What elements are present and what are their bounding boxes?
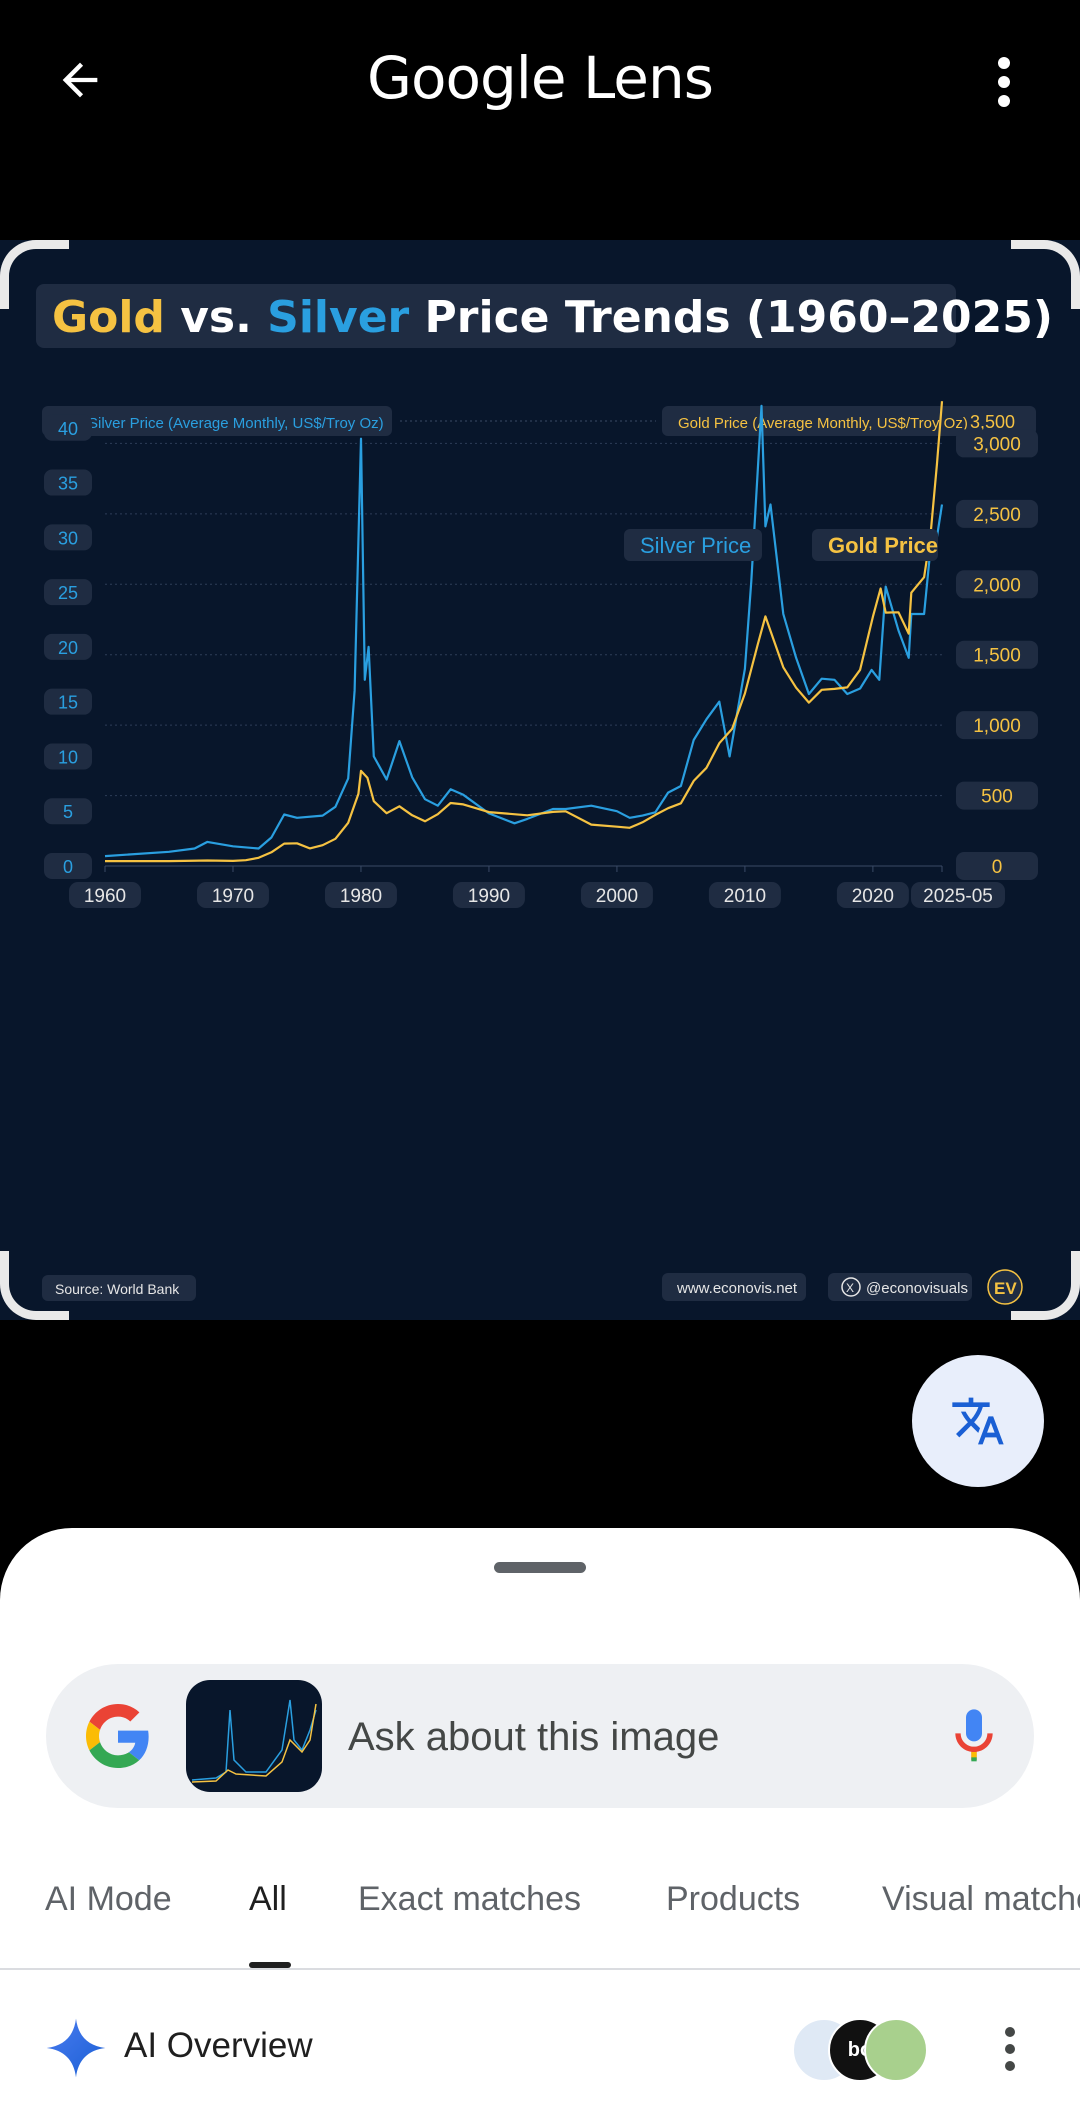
tab-visual-matches[interactable]: Visual matches <box>882 1880 1080 1918</box>
left-tick-label: 0 <box>63 857 73 877</box>
results-tabs: AI Mode All Exact matches Products Visua… <box>0 1880 1080 1970</box>
right-tick-label: 2,500 <box>973 505 1021 526</box>
left-tick-label: 25 <box>58 583 78 603</box>
more-vert-icon[interactable] <box>990 2024 1030 2074</box>
left-tick-label: 5 <box>63 802 73 822</box>
tab-exact-matches[interactable]: Exact matches <box>358 1880 581 1918</box>
handle-text: @econovisuals <box>866 1280 968 1297</box>
right-tick-label: 3,000 <box>973 434 1021 455</box>
right-tick-label: 2,000 <box>973 575 1021 596</box>
thumbnail-chart-icon <box>191 1699 317 1783</box>
top-app-bar: Google Lens <box>0 0 1080 160</box>
gold-series-line <box>105 401 944 863</box>
crop-corner-bottom-right[interactable] <box>1011 1251 1080 1320</box>
google-g-icon <box>86 1704 149 1768</box>
back-button[interactable] <box>48 48 112 112</box>
crop-corner-bottom-left[interactable] <box>0 1251 69 1320</box>
x-tick-label: 2025-05 <box>923 886 993 907</box>
x-tick-label: 1960 <box>84 886 126 907</box>
ai-overview-label: AI Overview <box>124 2026 313 2065</box>
source-avatar-3 <box>864 2018 928 2082</box>
tab-products[interactable]: Products <box>666 1880 801 1918</box>
active-tab-indicator <box>249 1962 291 1968</box>
ai-sparkle-icon <box>46 2018 106 2078</box>
sheet-drag-handle[interactable] <box>494 1562 586 1573</box>
tabs-divider <box>0 1968 1080 1970</box>
x-tick-label: 1980 <box>340 886 382 907</box>
x-tick-label: 2000 <box>596 886 638 907</box>
translate-button[interactable] <box>912 1355 1044 1487</box>
tab-all[interactable]: All <box>249 1880 287 1918</box>
chart-image: Gold vs. Silver Price Trends (1960–2025)… <box>0 240 1080 1320</box>
search-input[interactable] <box>346 1664 910 1810</box>
x-logo-icon <box>841 1277 861 1297</box>
more-options-button[interactable] <box>984 50 1024 114</box>
left-axis-ticks: 40 35 30 25 20 15 10 5 0 <box>44 414 92 879</box>
silver-series-label: Silver Price <box>640 533 751 558</box>
results-bottom-sheet: AI Mode All Exact matches Products Visua… <box>0 1528 1080 2128</box>
chart-title: Gold vs. Silver Price Trends (1960–2025) <box>52 292 1053 343</box>
analyzed-image[interactable]: Gold vs. Silver Price Trends (1960–2025)… <box>0 240 1080 1320</box>
x-tick-label: 2020 <box>852 886 894 907</box>
arrow-back-icon <box>62 62 98 98</box>
source-text: Source: World Bank <box>55 1281 180 1297</box>
left-axis-label: Silver Price (Average Monthly, US$/Troy … <box>88 415 384 432</box>
more-vert-icon <box>998 57 1010 107</box>
search-bar[interactable] <box>46 1664 1034 1810</box>
x-tick-label: 1990 <box>468 886 510 907</box>
ai-overview-sources[interactable]: bo <box>792 2018 932 2082</box>
chart-grid <box>105 442 942 867</box>
mic-icon[interactable] <box>942 1702 1006 1770</box>
x-tick-label: 2010 <box>724 886 766 907</box>
right-axis-ticks: 3,000 2,500 2,000 1,500 1,000 500 0 <box>956 429 1038 880</box>
left-tick-label: 15 <box>58 693 78 713</box>
left-tick-label: 20 <box>58 638 78 658</box>
website-text: www.econovis.net <box>676 1280 798 1297</box>
crop-corner-top-right[interactable] <box>1011 240 1080 309</box>
x-axis-ticks: 1960 1970 1980 1990 2000 2010 2020 2025-05 <box>69 866 1005 908</box>
right-tick-label: 500 <box>981 787 1013 808</box>
left-tick-label: 10 <box>58 747 78 767</box>
ai-overview-header[interactable]: AI Overview bo <box>0 1998 1080 2098</box>
left-tick-label: 40 <box>58 419 78 439</box>
tab-ai-mode[interactable]: AI Mode <box>45 1880 172 1918</box>
svg-text:X: X <box>846 1281 854 1295</box>
right-tick-label: 0 <box>992 857 1003 878</box>
left-tick-label: 30 <box>58 528 78 548</box>
right-tick-label: 1,000 <box>973 716 1021 737</box>
gold-series-label: Gold Price <box>828 533 938 558</box>
app-title: Google Lens <box>367 44 714 112</box>
translate-icon <box>952 1397 1004 1445</box>
crop-corner-top-left[interactable] <box>0 240 69 309</box>
right-axis-top: 3,500 <box>970 412 1015 432</box>
x-tick-label: 1970 <box>212 886 254 907</box>
left-tick-label: 35 <box>58 474 78 494</box>
silver-series-line <box>104 404 944 858</box>
right-axis-label: Gold Price (Average Monthly, US$/Troy Oz… <box>678 415 968 432</box>
image-thumbnail[interactable] <box>186 1680 322 1792</box>
right-tick-label: 1,500 <box>973 646 1021 667</box>
